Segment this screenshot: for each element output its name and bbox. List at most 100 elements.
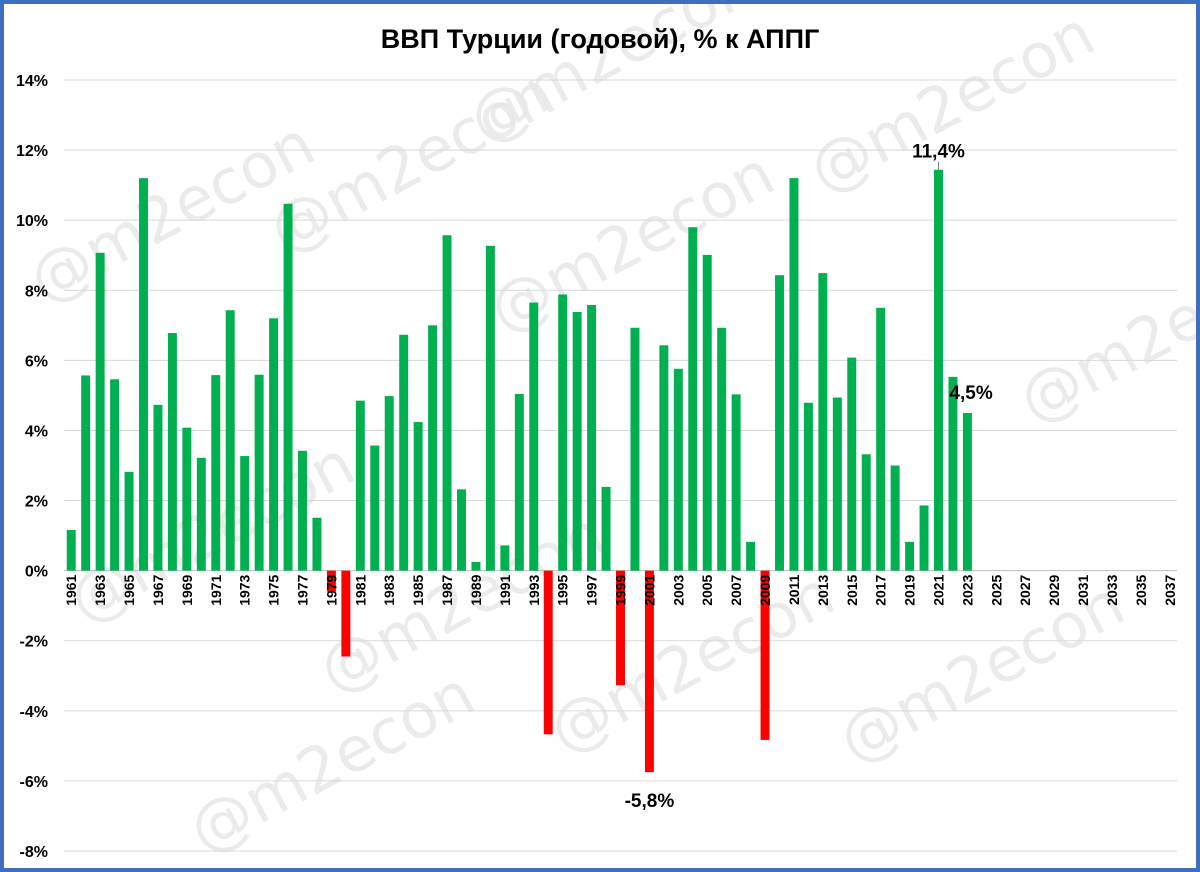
x-tick-label-2035: 2035 bbox=[1133, 574, 1149, 605]
bar-2011 bbox=[789, 178, 799, 571]
x-tick-label-1969: 1969 bbox=[179, 574, 195, 605]
x-tick-label-2001: 2001 bbox=[641, 574, 657, 605]
x-tick-label-1989: 1989 bbox=[468, 574, 484, 605]
bar-2021 bbox=[934, 169, 943, 571]
y-axis-ticks: 14% 12% 10% 8% 6% 4% 2% 0% -2% -4% -6% -8% bbox=[16, 73, 48, 861]
x-tick-label-1979: 1979 bbox=[323, 574, 339, 605]
bar-1978 bbox=[312, 517, 322, 571]
x-tick-label-2009: 2009 bbox=[757, 574, 773, 605]
bar-2008 bbox=[746, 541, 756, 571]
x-tick-label-2031: 2031 bbox=[1075, 574, 1091, 605]
x-tick-label-2015: 2015 bbox=[844, 574, 860, 605]
bar-1995 bbox=[558, 294, 568, 571]
bar-1965 bbox=[124, 471, 134, 571]
y-tick-label-5: 4% bbox=[25, 423, 48, 440]
bar-2016 bbox=[861, 454, 871, 571]
bar-2014 bbox=[832, 397, 842, 571]
bar-1971 bbox=[211, 375, 221, 571]
bar-1972 bbox=[225, 310, 235, 571]
x-tick-label-1995: 1995 bbox=[555, 574, 571, 605]
bar-2023 bbox=[962, 412, 972, 571]
x-tick-label-2029: 2029 bbox=[1046, 574, 1062, 605]
x-tick-label-2025: 2025 bbox=[988, 574, 1004, 605]
bar-1974 bbox=[254, 374, 264, 571]
bar-1996 bbox=[572, 312, 582, 571]
x-tick-label-2019: 2019 bbox=[902, 574, 918, 605]
bar-1975 bbox=[269, 318, 279, 571]
y-tick-label-11: -8% bbox=[20, 844, 48, 861]
bar-1984 bbox=[399, 334, 409, 571]
x-tick-label-1961: 1961 bbox=[63, 574, 79, 605]
bar-1968 bbox=[167, 333, 177, 571]
bar-1963 bbox=[95, 252, 105, 571]
bar-1962 bbox=[81, 375, 91, 571]
bar-1961 bbox=[66, 529, 76, 571]
x-tick-label-1977: 1977 bbox=[295, 574, 311, 605]
bar-1992 bbox=[514, 394, 524, 571]
bar-1970 bbox=[196, 457, 206, 571]
x-tick-label-1975: 1975 bbox=[266, 574, 282, 605]
y-tick-label-7: 0% bbox=[25, 564, 48, 581]
bar-2004 bbox=[688, 227, 698, 571]
x-tick-label-1971: 1971 bbox=[208, 574, 224, 605]
bar-1980 bbox=[341, 570, 351, 657]
bar-1994 bbox=[543, 570, 553, 735]
bars bbox=[66, 169, 972, 773]
y-tick-label-9: -4% bbox=[20, 704, 48, 721]
x-tick-label-1999: 1999 bbox=[613, 574, 629, 605]
data-label-2023: 4,5% bbox=[949, 383, 992, 404]
bar-1990 bbox=[485, 245, 495, 571]
bar-2020 bbox=[919, 505, 929, 571]
x-tick-label-1993: 1993 bbox=[526, 574, 542, 605]
bar-1982 bbox=[370, 445, 380, 571]
bar-2002 bbox=[659, 345, 669, 571]
watermark-4: @m2econ bbox=[1007, 227, 1196, 438]
bar-2018 bbox=[890, 465, 900, 571]
bar-1979 bbox=[326, 570, 336, 592]
x-tick-label-2011: 2011 bbox=[786, 574, 802, 605]
bar-2000 bbox=[630, 327, 640, 571]
bar-2001 bbox=[644, 570, 654, 773]
data-labels: 11,4% 4,5% -5,8% bbox=[625, 142, 993, 812]
bar-2022 bbox=[948, 376, 958, 571]
x-tick-label-1963: 1963 bbox=[92, 574, 108, 605]
chart-title: ВВП Турции (годовой), % к АППГ bbox=[381, 24, 820, 54]
bar-1986 bbox=[428, 325, 438, 571]
bar-1969 bbox=[182, 427, 192, 571]
bar-1981 bbox=[355, 400, 365, 571]
x-tick-label-1997: 1997 bbox=[584, 574, 600, 605]
bar-1987 bbox=[442, 235, 452, 571]
x-tick-label-2017: 2017 bbox=[873, 574, 889, 605]
data-label-2021: 11,4% bbox=[912, 142, 965, 163]
bar-1989 bbox=[471, 561, 481, 571]
x-tick-label-2037: 2037 bbox=[1162, 574, 1178, 605]
bar-2015 bbox=[847, 357, 857, 571]
bar-2003 bbox=[673, 368, 683, 571]
bar-1999 bbox=[616, 570, 625, 686]
bar-1964 bbox=[110, 379, 120, 571]
x-tick-label-2033: 2033 bbox=[1104, 574, 1120, 605]
x-tick-label-2027: 2027 bbox=[1017, 574, 1033, 605]
x-tick-label-2007: 2007 bbox=[728, 574, 744, 605]
bar-1998 bbox=[601, 486, 611, 571]
x-tick-label-1985: 1985 bbox=[410, 574, 426, 605]
bar-1973 bbox=[240, 456, 250, 571]
x-tick-label-1983: 1983 bbox=[381, 574, 397, 605]
watermark-2: @m2econ bbox=[477, 137, 786, 348]
x-tick-label-1991: 1991 bbox=[497, 574, 513, 605]
y-tick-label-3: 8% bbox=[25, 283, 48, 300]
bar-1977 bbox=[298, 450, 307, 571]
bar-1985 bbox=[413, 422, 423, 571]
bar-1976 bbox=[283, 203, 293, 571]
x-tick-label-1973: 1973 bbox=[237, 574, 253, 605]
x-tick-label-1981: 1981 bbox=[352, 574, 368, 605]
x-tick-label-1967: 1967 bbox=[150, 574, 166, 605]
y-tick-label-8: -2% bbox=[20, 634, 48, 651]
x-tick-label-2005: 2005 bbox=[699, 574, 715, 605]
bar-1993 bbox=[529, 302, 539, 571]
data-label-2001: -5,8% bbox=[625, 791, 675, 812]
bar-1988 bbox=[457, 489, 466, 571]
watermarks: @m2econ@m2econ@m2econ@m2econ@m2econ@m2ec… bbox=[17, 4, 1196, 867]
bar-2007 bbox=[731, 394, 741, 571]
bar-chart: @m2econ@m2econ@m2econ@m2econ@m2econ@m2ec… bbox=[16, 4, 1196, 867]
